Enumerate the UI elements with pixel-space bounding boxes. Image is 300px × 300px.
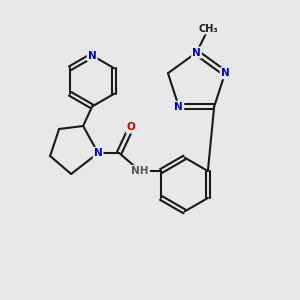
Text: NH: NH (131, 166, 149, 176)
Text: N: N (175, 102, 183, 112)
Text: O: O (127, 122, 136, 133)
Text: CH₃: CH₃ (199, 23, 218, 34)
Text: N: N (94, 148, 103, 158)
Text: N: N (88, 50, 97, 61)
Text: N: N (221, 68, 230, 78)
Text: N: N (192, 47, 201, 58)
